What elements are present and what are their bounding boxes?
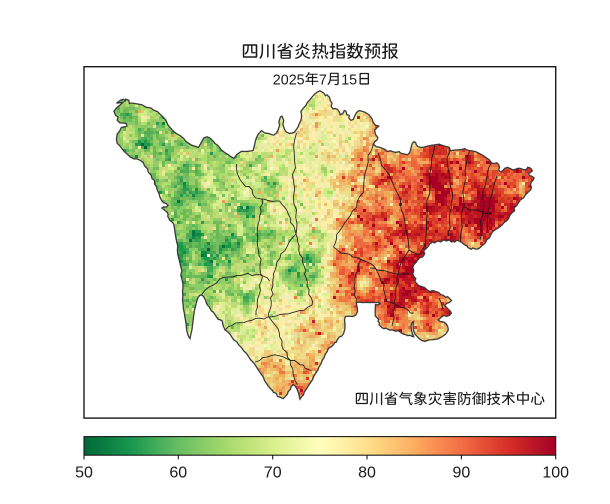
svg-text:70: 70 xyxy=(264,465,282,482)
svg-text:7: 7 xyxy=(319,72,327,88)
svg-text:80: 80 xyxy=(358,465,376,482)
svg-text:15: 15 xyxy=(341,72,357,88)
svg-text:2025: 2025 xyxy=(273,72,305,88)
svg-text:100: 100 xyxy=(542,465,569,482)
svg-text:90: 90 xyxy=(453,465,471,482)
svg-text:50: 50 xyxy=(75,465,93,482)
svg-text:60: 60 xyxy=(169,465,187,482)
